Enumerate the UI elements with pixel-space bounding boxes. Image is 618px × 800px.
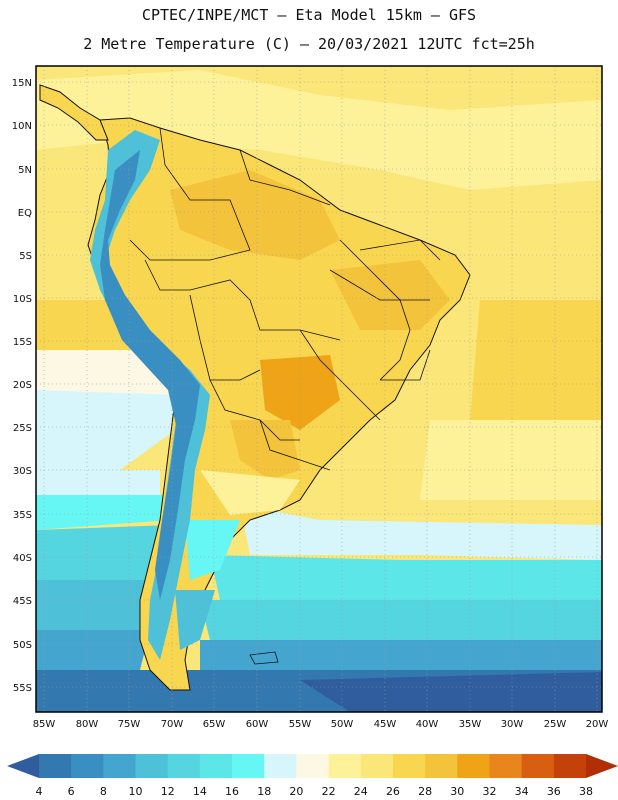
map-frame xyxy=(35,65,603,713)
legend-arrow-low xyxy=(7,754,39,778)
lat-label: 10N xyxy=(12,121,32,132)
lat-label: 20S xyxy=(13,380,32,391)
legend-swatch xyxy=(553,754,587,778)
lon-label: 50W xyxy=(331,719,354,730)
legend-swatch xyxy=(392,754,426,778)
legend-label: 26 xyxy=(386,785,400,798)
legend-swatch xyxy=(328,754,362,778)
lon-label: 35W xyxy=(459,719,482,730)
lat-label: 25S xyxy=(13,423,32,434)
lon-label: 60W xyxy=(246,719,269,730)
map-title: CPTEC/INPE/MCT – Eta Model 15km – GFS xyxy=(141,6,477,24)
legend-swatch xyxy=(296,754,330,778)
lon-label: 20W xyxy=(586,719,609,730)
legend-swatch xyxy=(199,754,233,778)
legend-swatch xyxy=(103,754,137,778)
lat-label: EQ xyxy=(18,208,32,219)
legend-label: 6 xyxy=(68,785,75,798)
legend-label: 32 xyxy=(482,785,496,798)
lon-label: 75W xyxy=(118,719,141,730)
lon-label: 85W xyxy=(33,719,56,730)
lon-label: 40W xyxy=(416,719,439,730)
legend-label: 4 xyxy=(36,785,43,798)
legend-label: 30 xyxy=(450,785,464,798)
legend-swatch xyxy=(39,754,72,778)
legend-swatch xyxy=(264,754,297,778)
legend-label: 34 xyxy=(515,785,529,798)
lat-label: 40S xyxy=(13,553,32,564)
lat-label: 45S xyxy=(13,596,32,607)
lon-label: 25W xyxy=(544,719,567,730)
legend-label: 36 xyxy=(547,785,561,798)
lon-label: 70W xyxy=(161,719,184,730)
lon-label: 30W xyxy=(501,719,524,730)
legend-swatch xyxy=(167,754,201,778)
legend-label: 24 xyxy=(354,785,368,798)
legend-swatch xyxy=(457,754,490,778)
longitude-labels: 85W 80W 75W 70W 65W 60W 55W 50W 45W 40W … xyxy=(33,719,609,730)
legend-swatch xyxy=(489,754,523,778)
legend-label: 14 xyxy=(193,785,207,798)
lon-label: 65W xyxy=(203,719,226,730)
legend-label: 8 xyxy=(100,785,107,798)
legend-label: 22 xyxy=(322,785,336,798)
lon-label: 55W xyxy=(289,719,312,730)
legend-label: 12 xyxy=(161,785,175,798)
lat-label: 35S xyxy=(13,510,32,521)
legend-label: 18 xyxy=(257,785,271,798)
legend-swatch xyxy=(521,754,555,778)
lat-label: 50S xyxy=(13,640,32,651)
legend-label: 28 xyxy=(418,785,432,798)
lon-label: 45W xyxy=(374,719,397,730)
lat-label: 15S xyxy=(13,337,32,348)
lat-label: 5N xyxy=(18,165,32,176)
lat-label: 10S xyxy=(13,294,32,305)
legend-swatch xyxy=(360,754,394,778)
legend-label: 20 xyxy=(289,785,303,798)
legend-swatch xyxy=(232,754,265,778)
legend-swatch xyxy=(425,754,458,778)
lat-label: 15N xyxy=(12,78,32,89)
latitude-labels: 15N 10N 5N EQ 5S 10S 15S 20S 25S 30S 35S… xyxy=(12,78,32,694)
legend-label: 16 xyxy=(225,785,239,798)
lat-label: 55S xyxy=(13,683,32,694)
lat-label: 5S xyxy=(19,251,32,262)
legend-label: 38 xyxy=(579,785,593,798)
legend-label: 10 xyxy=(129,785,143,798)
legend-arrow-high xyxy=(586,754,618,778)
temperature-field xyxy=(36,66,602,712)
legend-swatch xyxy=(71,754,104,778)
map-subtitle: 2 Metre Temperature (C) – 20/03/2021 12U… xyxy=(83,35,535,53)
color-legend: 4 6 8 10 12 14 16 18 20 22 24 26 28 30 32 34 36 38 xyxy=(7,754,618,798)
legend-swatch xyxy=(135,754,169,778)
lat-label: 30S xyxy=(13,466,32,477)
lon-label: 80W xyxy=(76,719,99,730)
